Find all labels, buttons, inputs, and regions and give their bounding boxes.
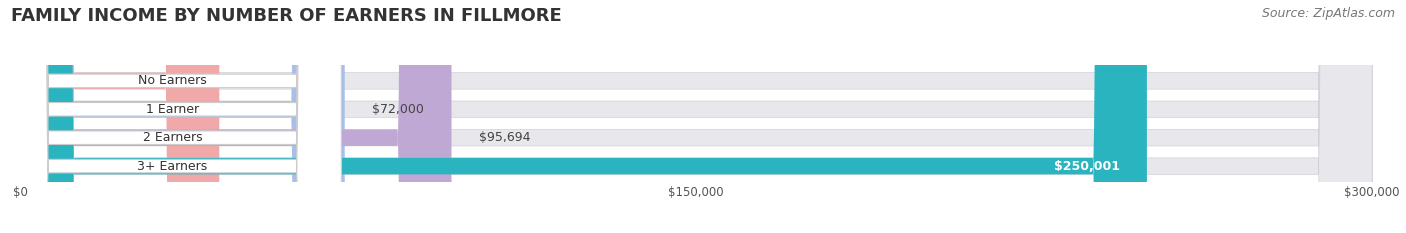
Text: FAMILY INCOME BY NUMBER OF EARNERS IN FILLMORE: FAMILY INCOME BY NUMBER OF EARNERS IN FI… [11,7,562,25]
FancyBboxPatch shape [20,0,1372,233]
FancyBboxPatch shape [3,0,342,233]
Text: $250,001: $250,001 [1054,160,1119,173]
FancyBboxPatch shape [3,0,342,233]
Text: 2 Earners: 2 Earners [142,131,202,144]
Text: $72,000: $72,000 [371,103,423,116]
FancyBboxPatch shape [20,0,344,233]
FancyBboxPatch shape [20,0,1372,233]
Text: $44,167: $44,167 [246,74,298,87]
FancyBboxPatch shape [20,0,219,233]
Text: No Earners: No Earners [138,74,207,87]
Text: 1 Earner: 1 Earner [146,103,198,116]
FancyBboxPatch shape [20,0,1147,233]
FancyBboxPatch shape [20,0,1372,233]
FancyBboxPatch shape [20,0,451,233]
Text: 3+ Earners: 3+ Earners [138,160,208,173]
FancyBboxPatch shape [20,0,1372,233]
FancyBboxPatch shape [3,0,342,233]
Text: Source: ZipAtlas.com: Source: ZipAtlas.com [1261,7,1395,20]
FancyBboxPatch shape [3,0,342,233]
Text: $95,694: $95,694 [478,131,530,144]
